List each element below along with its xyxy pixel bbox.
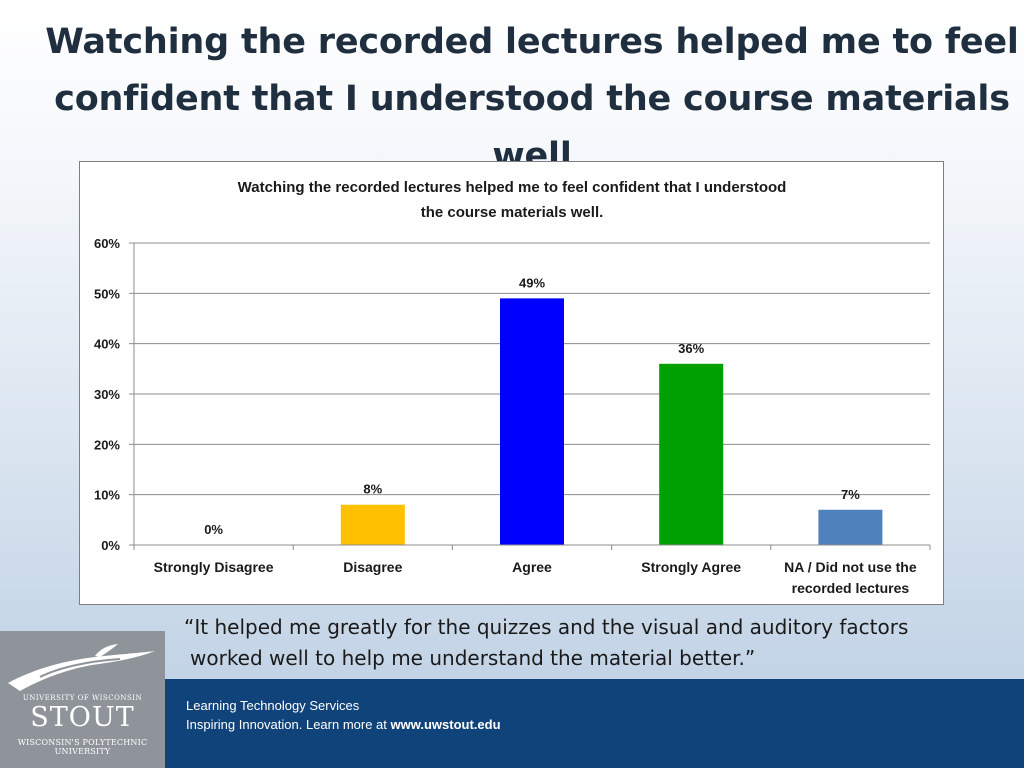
footer-band [165, 679, 1024, 768]
bars [340, 298, 883, 545]
value-label: 36% [678, 341, 704, 356]
footer-line1: Learning Technology Services [186, 698, 360, 713]
y-tick-label: 40% [94, 337, 120, 352]
logo-text-university: UNIVERSITY OF WISCONSIN [22, 694, 143, 702]
category-label: Agree [512, 559, 552, 575]
chart-title-line2: the course materials well. [421, 204, 604, 221]
university-logo [0, 631, 165, 768]
slide-title-line2: confident that I understood the course m… [54, 79, 1010, 176]
slide-title: Watching the recorded lectures helped me… [40, 14, 1024, 185]
bar-1 [340, 504, 405, 545]
category-label: NA / Did not use the [784, 559, 917, 575]
logo-text-stout: STOUT [30, 702, 135, 733]
bar-2 [500, 298, 564, 545]
quote-line1: “It helped me greatly for the quizzes an… [184, 615, 909, 639]
quote-line2: worked well to help me understand the ma… [190, 646, 756, 670]
chart-title-line1: Watching the recorded lectures helped me… [238, 179, 787, 196]
student-quote: “It helped me greatly for the quizzes an… [184, 612, 964, 674]
value-label: 49% [519, 275, 545, 290]
category-label: Strongly Agree [641, 559, 741, 575]
bird-emblem-icon [8, 644, 155, 691]
y-tick-label: 0% [101, 538, 120, 553]
bar-3 [659, 363, 724, 545]
footer-website-link[interactable]: www.uwstout.edu [390, 717, 501, 732]
logo-text-polytechnic: WISCONSIN'S POLYTECHNIC UNIVERSITY [17, 738, 148, 756]
bar-chart-svg: Watching the recorded lectures helped me… [94, 179, 931, 596]
category-label: recorded lectures [792, 580, 910, 596]
footer-text: Learning Technology Services Inspiring I… [186, 696, 501, 734]
y-tick-label: 60% [94, 236, 120, 251]
value-label: 7% [841, 487, 860, 502]
y-tick-label: 10% [94, 488, 120, 503]
value-label: 8% [363, 482, 382, 497]
y-tick-label: 20% [94, 437, 120, 452]
bar-chart: Watching the recorded lectures helped me… [79, 161, 944, 605]
category-label: Disagree [343, 559, 402, 575]
footer-line2: Inspiring Innovation. Learn more at www.… [186, 715, 501, 734]
y-tick-label: 50% [94, 286, 120, 301]
slide-title-line1: Watching the recorded lectures helped me… [45, 22, 1019, 62]
footer-line2-prefix: Inspiring Innovation. Learn more at [186, 717, 391, 732]
category-label: Strongly Disagree [154, 559, 274, 575]
bar-4 [818, 509, 883, 545]
value-label: 0% [204, 522, 223, 537]
y-tick-label: 30% [94, 387, 120, 402]
axes [129, 242, 931, 550]
labels: 0% 10% 20% 30% 40% 50% 60% 0% Strongly Disagree 8… [94, 236, 917, 596]
